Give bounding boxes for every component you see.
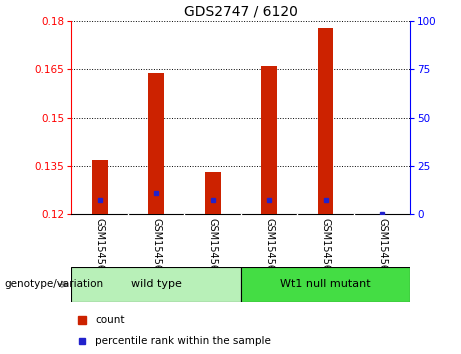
Bar <box>92 160 107 214</box>
Text: GSM154564: GSM154564 <box>151 218 161 278</box>
Text: count: count <box>95 315 124 325</box>
Bar <box>205 172 220 214</box>
Title: GDS2747 / 6120: GDS2747 / 6120 <box>184 5 298 19</box>
Text: Wt1 null mutant: Wt1 null mutant <box>280 279 371 290</box>
Text: GSM154566: GSM154566 <box>264 218 274 278</box>
Bar <box>71 267 241 302</box>
Bar <box>241 267 410 302</box>
Bar <box>148 73 164 214</box>
Text: genotype/variation: genotype/variation <box>5 279 104 289</box>
Bar <box>318 28 333 214</box>
Text: percentile rank within the sample: percentile rank within the sample <box>95 336 271 346</box>
Text: GSM154563: GSM154563 <box>95 218 105 278</box>
Text: GSM154565: GSM154565 <box>207 218 218 278</box>
Text: GSM154567: GSM154567 <box>320 218 331 278</box>
Text: wild type: wild type <box>131 279 182 290</box>
Text: GSM154568: GSM154568 <box>377 218 387 278</box>
Bar <box>261 66 277 214</box>
